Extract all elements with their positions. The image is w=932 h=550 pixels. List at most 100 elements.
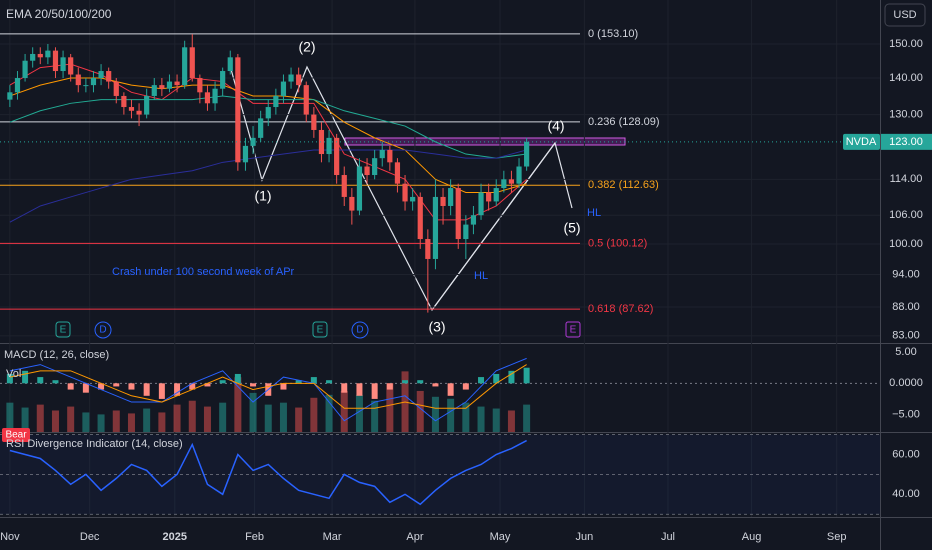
macd-hist (493, 373, 500, 384)
currency[interactable]: USD (893, 9, 916, 21)
event-label[interactable]: E (60, 325, 67, 336)
fib-label: 0 (153.10) (588, 28, 638, 40)
x-tick-label: Jun (576, 531, 594, 543)
rsi-badge (2, 428, 30, 442)
candle-body (113, 81, 119, 96)
candle-body (75, 74, 81, 86)
event-dividend[interactable] (94, 321, 112, 339)
candle-body (212, 88, 218, 104)
candle-body (14, 78, 21, 93)
signal-line (9, 364, 527, 409)
candle-body (235, 57, 241, 163)
event-earnings[interactable] (55, 321, 71, 338)
macd-title: MACD (12, 26, close) (4, 349, 109, 361)
volume-bar (310, 397, 318, 432)
volume-bar (249, 392, 257, 432)
candle-body (30, 53, 36, 61)
volume-bar (234, 377, 242, 432)
y-tick-label: 94.00 (892, 268, 920, 280)
macd-hist (326, 380, 333, 384)
volume-bar (51, 410, 59, 432)
macd-hist (280, 383, 287, 390)
volume-bar (203, 406, 211, 432)
candle-body (98, 71, 104, 79)
macd-tick-label: 5.00 (895, 346, 916, 358)
macd-hist (6, 373, 13, 384)
volume-bar (462, 402, 470, 432)
macd-hist (508, 370, 515, 384)
y-tick-label: 150.00 (889, 38, 923, 50)
event-label[interactable]: D (99, 325, 106, 336)
volume-bar (523, 404, 531, 432)
volume-bar (188, 400, 196, 432)
candle-body (204, 92, 211, 104)
rsi-title: RSI Divergence Indicator (14, close) (6, 438, 183, 450)
wave-label: (2) (298, 39, 315, 55)
event-label[interactable]: E (317, 325, 324, 336)
macd-hist (417, 380, 424, 384)
x-tick-label: Sep (827, 531, 847, 543)
volume-bar (36, 404, 44, 432)
x-tick-label: Apr (406, 531, 423, 543)
candle-body (486, 192, 492, 202)
candle-body (470, 215, 477, 225)
volume-bar (431, 396, 439, 432)
event-earnings[interactable] (565, 321, 581, 338)
wave-label: (4) (547, 118, 564, 134)
event-dividend[interactable] (351, 321, 369, 339)
candle-body (455, 188, 461, 240)
macd-hist (295, 380, 302, 384)
wave-label: (3) (428, 319, 445, 335)
macd-tick-label: −5.00 (892, 408, 920, 420)
candle-body (341, 175, 347, 197)
candle-body (83, 85, 89, 87)
macd-hist (128, 383, 135, 390)
currency-box[interactable] (884, 3, 926, 27)
y-tick-label: 88.00 (892, 301, 920, 313)
macd-tick-label: 0.0000 (889, 377, 923, 389)
macd-hist (462, 383, 469, 390)
candle-body (334, 137, 340, 176)
candle-body (7, 92, 13, 100)
y-tick-label: 114.00 (890, 173, 923, 185)
macd-hist (402, 380, 409, 384)
rsi-badge-label: Bear (5, 430, 27, 441)
candle-body (501, 179, 507, 189)
rsi-line (9, 439, 527, 506)
candle-body (68, 57, 74, 75)
volume-bar (112, 410, 120, 432)
macd-hist (67, 383, 74, 390)
macd-hist (143, 383, 150, 396)
candle-body (463, 224, 469, 240)
candle-body (318, 129, 325, 155)
candle-body (151, 85, 157, 96)
volume-bar (127, 413, 135, 432)
volume-bar (158, 412, 166, 432)
macd-hist (158, 383, 165, 399)
candle-body (478, 192, 484, 216)
volume-bar (173, 404, 181, 432)
candle-body (417, 196, 423, 240)
candle-body (242, 145, 249, 163)
event-label[interactable]: D (356, 325, 363, 336)
macd-line (9, 357, 527, 422)
candle-body (182, 47, 188, 86)
candle-body (372, 158, 378, 176)
indicator-title: EMA 20/50/100/200 (6, 7, 112, 21)
volume-bar (97, 414, 105, 432)
event-label[interactable]: E (570, 325, 577, 336)
y-tick-label: 130.00 (889, 108, 923, 120)
candle-body (524, 141, 530, 167)
event-earnings[interactable] (312, 321, 328, 338)
macd-hist (478, 377, 485, 384)
candle-body (379, 149, 385, 159)
last-price-label: 123.00 (889, 136, 923, 148)
candle-body (144, 95, 150, 115)
volume-bar (325, 394, 333, 432)
macd-hist (371, 383, 378, 399)
macd-hist (447, 383, 454, 396)
x-tick-label: Nov (0, 531, 20, 543)
candle-body (326, 137, 332, 155)
y-tick-label: 106.00 (889, 209, 923, 221)
